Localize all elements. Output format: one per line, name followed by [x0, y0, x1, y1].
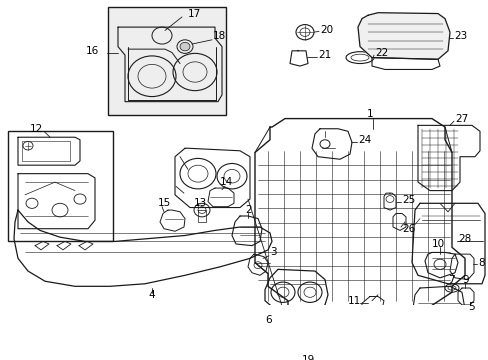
- Bar: [8, 131, 113, 242]
- Text: 8: 8: [477, 258, 484, 267]
- Text: 17: 17: [187, 9, 201, 19]
- Text: 14: 14: [220, 177, 233, 187]
- Text: 26: 26: [401, 224, 414, 234]
- Bar: [108, 7, 225, 115]
- Text: 4: 4: [148, 290, 154, 300]
- Text: 13: 13: [194, 198, 207, 208]
- Text: 28: 28: [457, 234, 470, 244]
- Text: 12: 12: [30, 124, 43, 134]
- Text: 16: 16: [86, 46, 99, 56]
- Text: 10: 10: [431, 239, 444, 249]
- Text: 7: 7: [447, 275, 454, 284]
- Text: 1: 1: [366, 109, 373, 120]
- Text: 15: 15: [158, 198, 171, 208]
- Text: 6: 6: [264, 315, 271, 325]
- Text: 19: 19: [302, 355, 315, 360]
- Text: 21: 21: [317, 50, 330, 60]
- Text: 23: 23: [453, 31, 467, 41]
- Text: 25: 25: [401, 195, 414, 205]
- Text: 11: 11: [347, 296, 361, 306]
- Text: 2: 2: [244, 205, 251, 215]
- Text: 18: 18: [213, 31, 226, 41]
- Text: 3: 3: [269, 247, 276, 257]
- Text: 27: 27: [454, 114, 468, 123]
- Text: 24: 24: [357, 135, 370, 145]
- Circle shape: [180, 42, 190, 51]
- Text: 5: 5: [467, 302, 474, 312]
- Text: 22: 22: [374, 48, 387, 58]
- Polygon shape: [357, 13, 449, 59]
- Text: 9: 9: [461, 275, 468, 284]
- Text: 20: 20: [319, 24, 332, 35]
